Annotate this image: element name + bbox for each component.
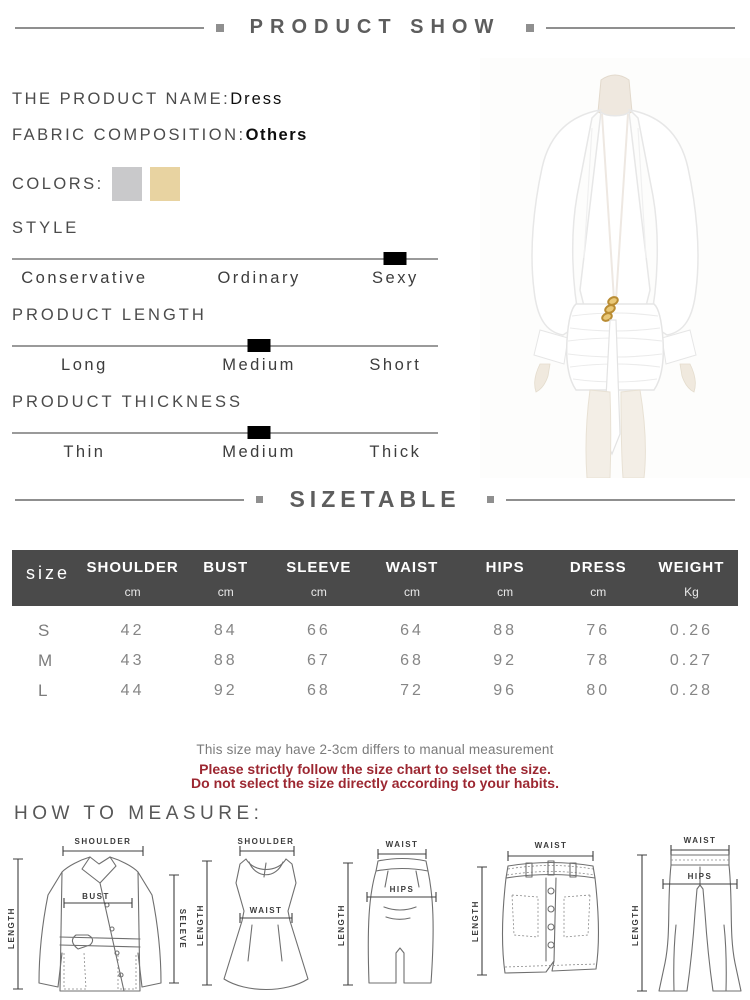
divider-line bbox=[15, 26, 204, 29]
style-slider bbox=[12, 252, 438, 266]
measure-figure-midi-skirt: WAIST LENGTH HIPS bbox=[336, 833, 468, 1000]
note-measurement: This size may have 2-3cm differs to manu… bbox=[196, 742, 554, 757]
table-row-s: S 42 84 66 64 88 76 0.26 bbox=[38, 621, 713, 640]
divider-line bbox=[505, 498, 736, 501]
size-table: size SHOULDER cm BUST cm SLEEVE cm WAIST cm … bbox=[12, 550, 738, 706]
thickness-options: Thin Medium Thick bbox=[12, 440, 438, 464]
dress-length-label: LENGTH bbox=[196, 904, 205, 946]
length-slider bbox=[12, 339, 438, 353]
slider-track bbox=[12, 258, 438, 260]
product-photo bbox=[480, 58, 750, 479]
decor-square-icon bbox=[526, 23, 535, 32]
dress-waist-label: WAIST bbox=[250, 906, 283, 915]
attribute-label: PRODUCT LENGTH bbox=[12, 306, 207, 324]
decor-square-icon bbox=[215, 23, 224, 32]
sizetable-title: SIZETABLE bbox=[289, 486, 461, 512]
attribute-label: PRODUCT THICKNESS bbox=[12, 393, 244, 411]
jacket-bust-label: BUST bbox=[82, 892, 110, 901]
fabric-row: FABRIC COMPOSITION:Others bbox=[12, 126, 438, 145]
jacket-length-label: LENGTH bbox=[7, 907, 16, 949]
option-conservative: Conservative bbox=[21, 269, 148, 287]
jacket-sleeve-label: SELEVE bbox=[178, 909, 187, 950]
decor-square-icon bbox=[256, 496, 264, 503]
product-name-value: Dress bbox=[230, 90, 284, 108]
option-medium: Medium bbox=[222, 356, 296, 374]
option-thin: Thin bbox=[63, 443, 106, 461]
column-hips: HIPS cm bbox=[485, 559, 525, 599]
pants-hips-label: HIPS bbox=[688, 872, 713, 881]
product-show-header: PRODUCT SHOW bbox=[0, 16, 750, 39]
midi-length-label: LENGTH bbox=[337, 904, 346, 946]
attribute-length: PRODUCT LENGTH Long Medium Short bbox=[12, 306, 438, 377]
column-sleeve: SLEEVE cm bbox=[286, 559, 352, 599]
table-row-l: L 44 92 68 72 96 80 0.28 bbox=[38, 681, 713, 700]
option-medium: Medium bbox=[222, 443, 296, 461]
fabric-value: Others bbox=[245, 126, 308, 144]
table-row-m: M 43 88 67 68 92 78 0.27 bbox=[38, 651, 713, 670]
how-to-measure-title: HOW TO MEASURE: bbox=[14, 803, 264, 824]
column-bust: BUST cm bbox=[203, 559, 249, 599]
measure-figure-jacket: SHOULDER LENGTH BUST SELEVE bbox=[6, 833, 194, 1000]
decor-square-icon bbox=[486, 496, 494, 503]
pants-length-label: LENGTH bbox=[631, 904, 640, 946]
attribute-style: STYLE Conservative Ordinary Sexy bbox=[12, 219, 438, 290]
measure-figures: SHOULDER LENGTH BUST SELEVE SHOULDER bbox=[0, 833, 750, 1000]
divider-line bbox=[15, 498, 245, 501]
mini-waist-label: WAIST bbox=[535, 841, 568, 850]
option-thick: Thick bbox=[369, 443, 422, 461]
fabric-label: FABRIC COMPOSITION: bbox=[12, 126, 246, 144]
jacket-shoulder-label: SHOULDER bbox=[75, 837, 132, 846]
dress-shoulder-label: SHOULDER bbox=[238, 837, 295, 846]
size-table-body: S 42 84 66 64 88 76 0.26 M 43 88 67 68 9… bbox=[12, 606, 738, 706]
divider-line bbox=[546, 26, 736, 29]
slider-track bbox=[12, 432, 438, 434]
note-warning-2: Do not select the size directly accordin… bbox=[191, 775, 559, 791]
slider-marker bbox=[247, 339, 271, 352]
slider-marker bbox=[383, 252, 407, 265]
product-info: THE PRODUCT NAME:Dress FABRIC COMPOSITIO… bbox=[12, 90, 438, 480]
attribute-thickness: PRODUCT THICKNESS Thin Medium Thick bbox=[12, 393, 438, 464]
size-table-head: size SHOULDER cm BUST cm SLEEVE cm WAIST cm … bbox=[12, 550, 738, 606]
style-options: Conservative Ordinary Sexy bbox=[12, 266, 438, 290]
measure-figure-mini-skirt: WAIST LENGTH bbox=[468, 833, 630, 1000]
product-name-label: THE PRODUCT NAME: bbox=[12, 90, 231, 108]
length-options: Long Medium Short bbox=[12, 353, 438, 377]
option-long: Long bbox=[61, 356, 108, 374]
column-shoulder: SHOULDER cm bbox=[86, 559, 179, 599]
option-short: Short bbox=[369, 356, 422, 374]
size-notes: This size may have 2-3cm differs to manu… bbox=[0, 742, 750, 790]
note-warning-1: Please strictly follow the size chart to… bbox=[199, 761, 551, 777]
option-ordinary: Ordinary bbox=[217, 269, 301, 287]
column-weight: WEIGHT Kg bbox=[658, 559, 725, 599]
slider-track bbox=[12, 345, 438, 347]
column-dress: DRESS cm bbox=[569, 559, 627, 599]
pants-waist-label: WAIST bbox=[684, 836, 717, 845]
color-swatch-tan bbox=[149, 167, 180, 201]
midi-waist-label: WAIST bbox=[386, 840, 419, 849]
measure-figure-pants: WAIST LENGTH HIPS bbox=[630, 833, 750, 1000]
thickness-slider bbox=[12, 426, 438, 440]
white-dress-image bbox=[480, 58, 750, 479]
page-title: PRODUCT SHOW bbox=[249, 16, 501, 38]
colors-label: COLORS: bbox=[12, 174, 104, 193]
slider-marker bbox=[247, 426, 271, 439]
colors-row: COLORS: bbox=[12, 167, 438, 201]
mini-length-label: LENGTH bbox=[471, 900, 480, 942]
measure-figure-dress: SHOULDER LENGTH WAIST bbox=[194, 833, 336, 1000]
color-swatch-gray bbox=[111, 167, 142, 201]
sizetable-header: SIZETABLE bbox=[0, 486, 750, 513]
attribute-label: STYLE bbox=[12, 219, 80, 237]
product-name-row: THE PRODUCT NAME:Dress bbox=[12, 90, 438, 109]
column-waist: WAIST cm bbox=[385, 559, 439, 599]
column-size: size bbox=[26, 563, 71, 583]
midi-hips-label: HIPS bbox=[390, 885, 415, 894]
option-sexy: Sexy bbox=[372, 269, 419, 287]
